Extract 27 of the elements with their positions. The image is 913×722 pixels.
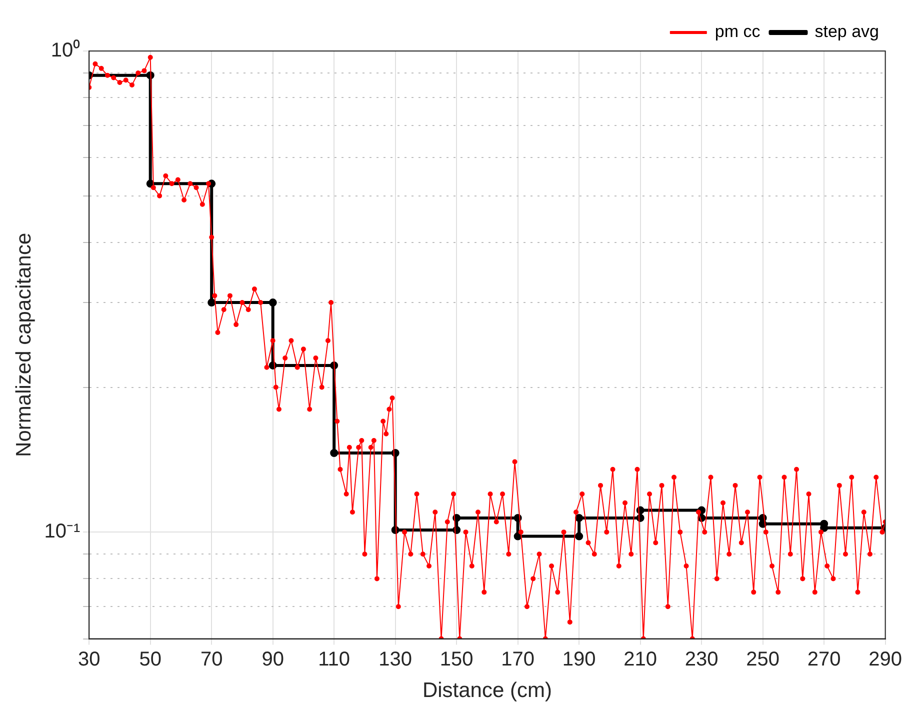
x-tick-label: 90 [262, 648, 284, 670]
point [330, 449, 338, 458]
y-axis-title: Normalized capacitance [12, 232, 36, 457]
legend-label: pm cc [714, 22, 761, 42]
x-tick-label: 110 [318, 648, 350, 670]
point [575, 532, 584, 540]
x-tick-label: 230 [684, 648, 718, 670]
x-tick-label: 150 [440, 648, 474, 670]
x-tick-label: 70 [200, 648, 223, 670]
x-tick-label: 170 [501, 648, 535, 670]
x-tick-label: 290 [868, 648, 902, 670]
x-tick-label: 50 [139, 648, 162, 670]
x-tick-label: 250 [746, 648, 780, 670]
point [268, 298, 277, 307]
x-tick-label: 190 [562, 648, 596, 670]
x-axis-title: Distance (cm) [422, 679, 552, 702]
point [575, 514, 584, 522]
point [208, 298, 216, 307]
x-tick-label: 30 [78, 648, 100, 670]
y-tick-label: 10⁰ [50, 38, 80, 62]
x-tick-label: 270 [807, 648, 841, 670]
point [146, 180, 154, 188]
point [514, 532, 522, 540]
x-tick-label: 130 [378, 648, 412, 670]
x-tick-label: 210 [624, 648, 658, 670]
legend-label: step avg [814, 22, 879, 42]
y-tick-label: 10⁻¹ [44, 520, 80, 543]
